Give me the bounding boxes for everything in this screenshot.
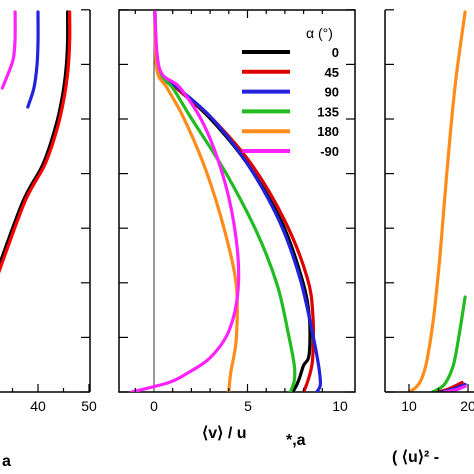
legend-label-45: 45: [325, 65, 339, 80]
left-panel: 40 50 a: [0, 9, 97, 470]
middle-series-line-180: [153, 10, 239, 392]
right-series-line-1: [431, 295, 467, 392]
legend-label-135: 135: [317, 104, 339, 119]
left-series-line-3: [0, 10, 17, 90]
middle-panel: 0 5 10 ⟨v⟩ / u *,a α (°) 0 45 90 135 180 -90: [118, 9, 356, 449]
middle-series-line--90: [130, 10, 241, 392]
middle-ticks: [119, 9, 355, 393]
right-series-line-0: [407, 10, 467, 392]
middle-xtick-label-10: 10: [332, 398, 348, 414]
left-xtick-label-50: 50: [81, 398, 97, 414]
left-ticks: [11, 9, 90, 393]
right-xtick-label-20: 20: [460, 398, 474, 414]
middle-series-group: [130, 10, 323, 392]
left-axis-title-fragment: a: [2, 453, 11, 470]
legend-label-180: 180: [317, 124, 339, 139]
middle-series-line-135: [153, 10, 297, 392]
left-series-line-2: [26, 10, 40, 109]
legend: α (°) 0 45 90 135 180 -90: [242, 25, 339, 159]
right-series-group: [407, 10, 467, 392]
right-ticks: [385, 9, 469, 393]
middle-frame: [118, 9, 356, 393]
middle-xtick-label-5: 5: [244, 398, 252, 414]
legend-entries: 0 45 90 135 180 -90: [242, 45, 339, 159]
legend-title: α (°): [306, 25, 333, 41]
legend-label--90: -90: [320, 144, 339, 159]
middle-series-line-90: [153, 10, 323, 392]
middle-xtick-label-0: 0: [150, 398, 158, 414]
middle-axis-title-subscript: *,a: [286, 432, 306, 449]
middle-series-line-0: [153, 10, 312, 392]
left-xtick-label-40: 40: [30, 398, 46, 414]
legend-label-0: 0: [332, 45, 339, 60]
right-panel: 10 20 ( ⟨u⟩² -: [384, 9, 474, 466]
right-xtick-label-10: 10: [401, 398, 417, 414]
left-series-group: [0, 10, 72, 274]
left-series-line-1: [0, 10, 72, 274]
middle-axis-title: ⟨v⟩ / u: [202, 425, 247, 442]
legend-label-90: 90: [325, 85, 339, 100]
right-axis-title-fragment: ( ⟨u⟩² -: [392, 449, 439, 466]
left-series-line-0: [0, 10, 70, 268]
